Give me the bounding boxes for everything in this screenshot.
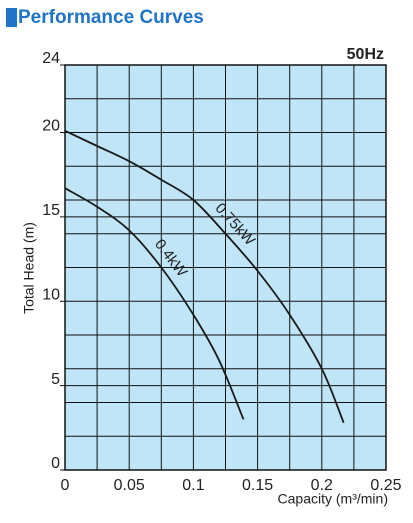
curve <box>64 129 345 424</box>
x-tick-label: 0.2 <box>311 477 333 494</box>
x-tick-label: 0.15 <box>242 477 273 494</box>
x-tick-label: 0.1 <box>182 477 204 494</box>
y-tick-label: 10 <box>42 286 60 303</box>
y-tick-label: 24 <box>42 50 60 67</box>
curve <box>64 187 245 420</box>
x-tick-label: 0 <box>61 477 70 494</box>
title-marker <box>6 8 17 27</box>
chart-title: Performance Curves <box>18 7 204 28</box>
y-tick-label: 15 <box>42 202 60 219</box>
x-tick-label: 0.25 <box>370 477 401 494</box>
y-tick-label: 20 <box>42 118 60 135</box>
subtitle: 50Hz <box>347 46 384 63</box>
plot-frame <box>64 64 387 471</box>
x-tick-label: 0.05 <box>114 477 145 494</box>
x-axis-label: Capacity (m³/min) <box>278 491 388 507</box>
y-axis-label: Total Head (m) <box>21 222 37 314</box>
y-tick-label: 5 <box>51 371 60 388</box>
y-tick-label: 0 <box>51 455 60 472</box>
